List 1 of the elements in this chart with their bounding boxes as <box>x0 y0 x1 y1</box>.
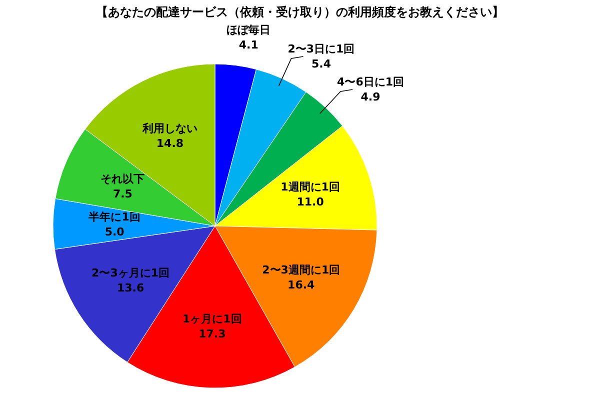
title: 【あなたの配達サービス（依頼・受け取り）の利用頻度をお教えください】 <box>96 5 504 19</box>
